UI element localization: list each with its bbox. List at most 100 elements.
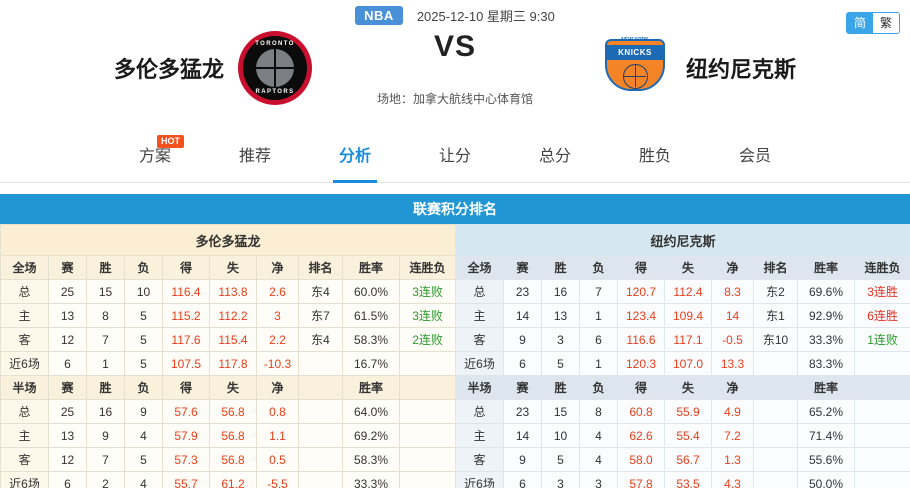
cell-games: 12: [48, 327, 87, 352]
away-half-header-row: 半场赛胜负得失净 胜率: [455, 375, 910, 400]
cell-streak: 3连败: [398, 279, 457, 304]
cell-against: 56.8: [209, 399, 257, 424]
column-header: 胜率: [342, 255, 400, 280]
column-header: 赛: [48, 255, 87, 280]
cell-winrate: 83.3%: [797, 351, 855, 376]
home-team-name: 多伦多猛龙: [113, 57, 224, 82]
cell-rank: [298, 351, 343, 376]
column-header: 失: [209, 375, 257, 400]
column-header: 得: [162, 255, 210, 280]
cell-loss: 5: [124, 447, 163, 472]
away-standings: 纽约尼克斯 全场赛胜负得失净排名 胜率 连胜负总 23 16 7 120.7 112.4 8.3 东…: [454, 224, 910, 488]
cell-label: 主: [0, 303, 49, 328]
tab-3[interactable]: 让分: [405, 131, 505, 183]
cell-pts: 116.4: [162, 279, 210, 304]
cell-rank: [298, 471, 343, 488]
cell-winrate: 50.0%: [797, 471, 855, 488]
tab-5[interactable]: 胜负: [605, 131, 705, 183]
table-row: 主 14 13 1 123.4 109.4 14 东1 92.9% 6连胜: [455, 303, 910, 328]
cell-rank: [753, 471, 798, 488]
column-header: 得: [617, 375, 665, 400]
home-standings: 多伦多猛龙 全场赛胜负得失净排名 胜率 连胜负总 25 15 10 116.4 113.8 2.6…: [0, 224, 457, 488]
cell-winrate: 58.3%: [342, 447, 400, 472]
lang-traditional-button[interactable]: 繁: [872, 13, 899, 33]
cell-loss: 1: [579, 351, 618, 376]
vs-label: VS: [433, 29, 477, 63]
cell-streak: [398, 399, 457, 424]
cell-diff: 14: [711, 303, 754, 328]
tab-1[interactable]: 推荐: [205, 131, 305, 183]
cell-games: 25: [48, 399, 87, 424]
cell-against: 117.1: [664, 327, 712, 352]
venue-label: 场地：加拿大航线中心体育馆: [376, 91, 533, 106]
knicks-logo-band-text: KNICKS: [618, 48, 652, 57]
cell-rank: [753, 351, 798, 376]
cell-win: 8: [86, 303, 125, 328]
cell-winrate: 92.9%: [797, 303, 855, 328]
cell-label: 主: [455, 303, 504, 328]
cell-label: 客: [455, 327, 504, 352]
tab-0[interactable]: 方案 HOT: [105, 131, 205, 183]
cell-streak: [398, 447, 457, 472]
cell-streak: [853, 399, 910, 424]
cell-winrate: 16.7%: [342, 351, 400, 376]
cell-games: 13: [48, 423, 87, 448]
home-standings-table: 多伦多猛龙 全场赛胜负得失净排名 胜率 连胜负总 25 15 10 116.4 113.8 2.6…: [0, 224, 457, 488]
cell-winrate: 71.4%: [797, 423, 855, 448]
cell-loss: 10: [124, 279, 163, 304]
cell-rank: 东4: [298, 279, 343, 304]
column-header: 净: [711, 255, 754, 280]
cell-against: 112.2: [209, 303, 257, 328]
cell-streak: [398, 351, 457, 376]
cell-loss: 1: [579, 303, 618, 328]
raptors-logo-top-text: TORONTO: [255, 41, 295, 47]
cell-label: 总: [455, 279, 504, 304]
cell-against: 56.8: [209, 423, 257, 448]
cell-winrate: 58.3%: [342, 327, 400, 352]
column-header: 全场: [455, 255, 504, 280]
tab-label: 让分: [438, 147, 471, 165]
lang-simplified-button[interactable]: 简: [846, 13, 873, 33]
cell-against: 115.4: [209, 327, 257, 352]
cell-against: 55.4: [664, 423, 712, 448]
cell-rank: 东2: [753, 279, 798, 304]
cell-diff: 3: [256, 303, 299, 328]
cell-pts: 116.6: [617, 327, 665, 352]
away-standings-table: 纽约尼克斯 全场赛胜负得失净排名 胜率 连胜负总 23 16 7 120.7 112.4 8.3 东…: [454, 224, 910, 488]
column-header: 净: [256, 375, 299, 400]
cell-pts: 117.6: [162, 327, 210, 352]
column-header: 赛: [48, 375, 87, 400]
cell-win: 1: [86, 351, 125, 376]
cell-streak: 2连败: [398, 327, 457, 352]
cell-streak: [398, 471, 457, 488]
cell-games: 13: [48, 303, 87, 328]
cell-against: 113.8: [209, 279, 257, 304]
away-team[interactable]: NEW YORK KNICKS 纽约尼克斯: [580, 31, 910, 105]
column-header: 失: [664, 375, 712, 400]
cell-winrate: 64.0%: [342, 399, 400, 424]
home-half-header-row: 半场赛胜负得失净 胜率: [0, 375, 457, 400]
column-header: 连胜负: [853, 255, 910, 280]
column-header: 排名: [298, 255, 343, 280]
cell-streak: [853, 471, 910, 488]
table-row: 近6场 6 5 1 120.3 107.0 13.3 83.3%: [455, 351, 910, 376]
cell-rank: 东1: [753, 303, 798, 328]
column-header: 净: [711, 375, 754, 400]
cell-games: 25: [48, 279, 87, 304]
cell-winrate: 33.3%: [342, 471, 400, 488]
cell-rank: [298, 399, 343, 424]
language-toggle[interactable]: 简 繁: [845, 12, 900, 34]
cell-win: 15: [541, 399, 580, 424]
cell-winrate: 69.6%: [797, 279, 855, 304]
home-team[interactable]: 多伦多猛龙 TORONTO RAPTORS: [0, 31, 330, 105]
column-header: 失: [209, 255, 257, 280]
cell-diff: -0.5: [711, 327, 754, 352]
cell-win: 5: [541, 351, 580, 376]
column-header: [853, 375, 910, 400]
tab-2[interactable]: 分析: [305, 131, 405, 183]
cell-streak: [853, 423, 910, 448]
column-header: 胜率: [797, 255, 855, 280]
tab-6[interactable]: 会员: [705, 131, 805, 183]
cell-diff: 0.5: [256, 447, 299, 472]
tab-4[interactable]: 总分: [505, 131, 605, 183]
